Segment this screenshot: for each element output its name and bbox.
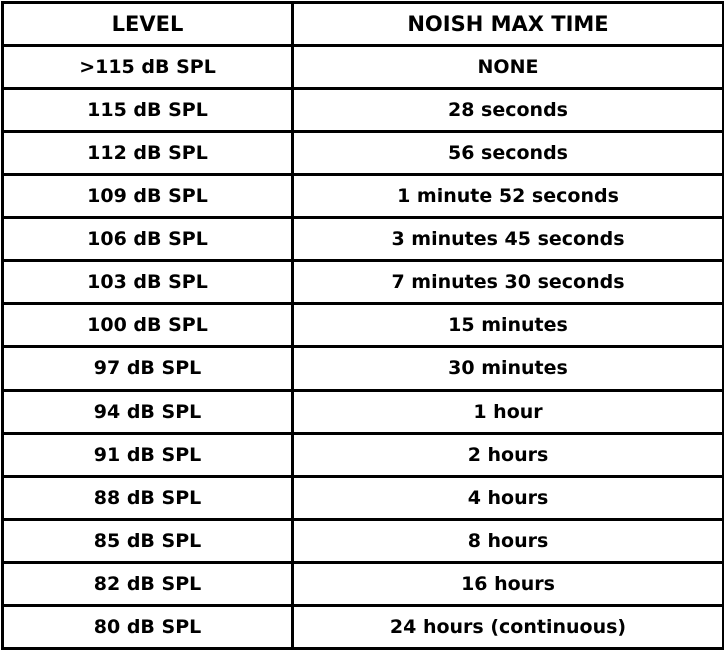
max-time-cell: 1 hour bbox=[291, 388, 724, 435]
level-cell: 103 dB SPL bbox=[1, 259, 294, 306]
max-time-cell: 56 seconds bbox=[291, 130, 724, 177]
level-cell: 94 dB SPL bbox=[1, 388, 294, 435]
header-level: LEVEL bbox=[1, 1, 294, 47]
max-time-cell: 30 minutes bbox=[291, 345, 724, 392]
max-time-cell: 2 hours bbox=[291, 431, 724, 478]
max-time-cell: 16 hours bbox=[291, 560, 724, 607]
max-time-cell: NONE bbox=[291, 43, 724, 91]
table-row: 94 dB SPL 1 hour bbox=[1, 388, 724, 435]
table-row: 109 dB SPL 1 minute 52 seconds bbox=[1, 173, 724, 220]
table-row: 88 dB SPL 4 hours bbox=[1, 474, 724, 521]
level-cell: 82 dB SPL bbox=[1, 560, 294, 607]
table-row: 91 dB SPL 2 hours bbox=[1, 431, 724, 478]
level-cell: 109 dB SPL bbox=[1, 173, 294, 220]
level-cell: 112 dB SPL bbox=[1, 130, 294, 177]
level-cell: 106 dB SPL bbox=[1, 216, 294, 263]
max-time-cell: 4 hours bbox=[291, 474, 724, 521]
table-row: 106 dB SPL 3 minutes 45 seconds bbox=[1, 216, 724, 263]
max-time-cell: 28 seconds bbox=[291, 87, 724, 134]
level-cell: 88 dB SPL bbox=[1, 474, 294, 521]
max-time-cell: 3 minutes 45 seconds bbox=[291, 216, 724, 263]
max-time-cell: 15 minutes bbox=[291, 302, 724, 349]
max-time-cell: 1 minute 52 seconds bbox=[291, 173, 724, 220]
max-time-cell: 7 minutes 30 seconds bbox=[291, 259, 724, 306]
table-row: >115 dB SPL NONE bbox=[1, 43, 724, 91]
table-header-row: LEVEL NOISH MAX TIME bbox=[1, 1, 724, 47]
level-cell: >115 dB SPL bbox=[1, 43, 294, 91]
level-cell: 80 dB SPL bbox=[1, 603, 294, 651]
table-row: 82 dB SPL 16 hours bbox=[1, 560, 724, 607]
level-cell: 85 dB SPL bbox=[1, 517, 294, 564]
level-cell: 115 dB SPL bbox=[1, 87, 294, 134]
header-max-time: NOISH MAX TIME bbox=[291, 1, 724, 47]
table-row: 97 dB SPL 30 minutes bbox=[1, 345, 724, 392]
max-time-cell: 24 hours (continuous) bbox=[291, 603, 724, 651]
table-row: 80 dB SPL 24 hours (continuous) bbox=[1, 603, 724, 651]
table-row: 103 dB SPL 7 minutes 30 seconds bbox=[1, 259, 724, 306]
level-cell: 100 dB SPL bbox=[1, 302, 294, 349]
table-row: 100 dB SPL 15 minutes bbox=[1, 302, 724, 349]
level-cell: 97 dB SPL bbox=[1, 345, 294, 392]
table-row: 112 dB SPL 56 seconds bbox=[1, 130, 724, 177]
table-row: 115 dB SPL 28 seconds bbox=[1, 87, 724, 134]
table-row: 85 dB SPL 8 hours bbox=[1, 517, 724, 564]
level-cell: 91 dB SPL bbox=[1, 431, 294, 478]
max-time-cell: 8 hours bbox=[291, 517, 724, 564]
